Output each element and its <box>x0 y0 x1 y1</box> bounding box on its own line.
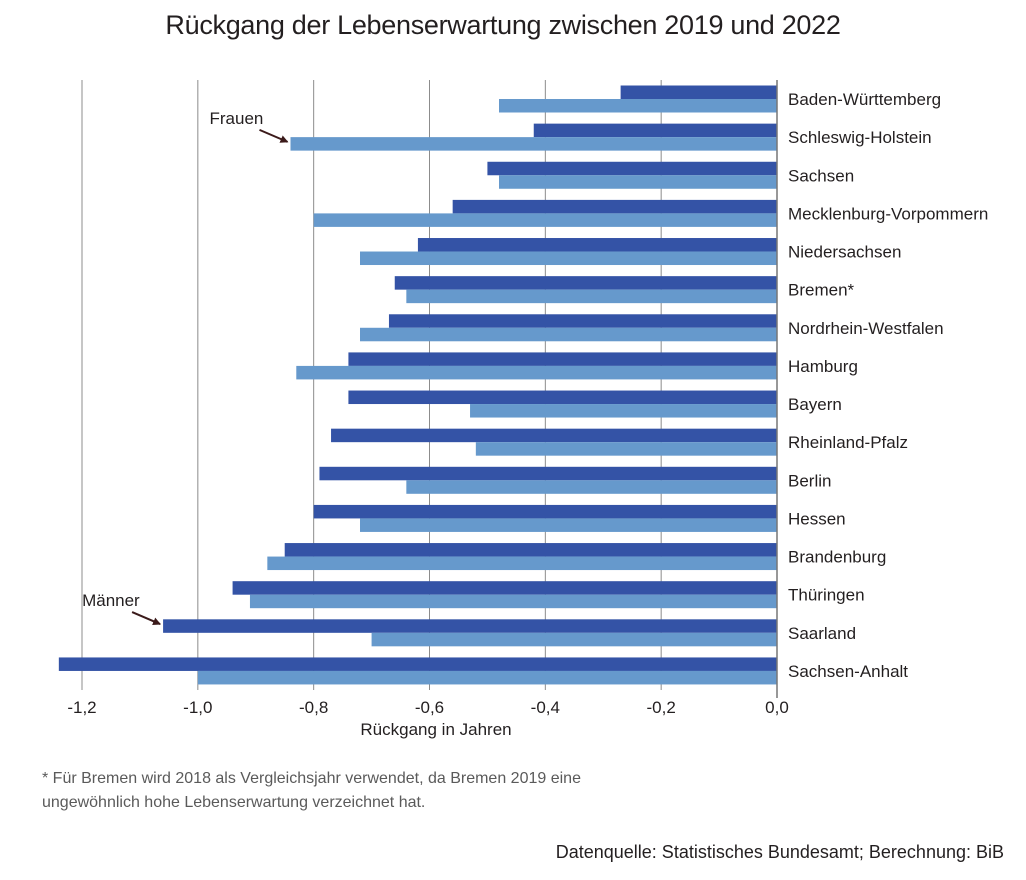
annotation-arrow-icon <box>259 128 289 143</box>
bar-frauen <box>360 518 777 532</box>
chart-title: Rückgang der Lebenserwartung zwischen 20… <box>165 10 841 40</box>
bar-maenner <box>319 466 777 481</box>
x-tick-label: -0,6 <box>415 698 444 717</box>
bar-maenner <box>313 504 777 519</box>
bar-frauen <box>499 175 777 189</box>
bar-frauen <box>290 137 777 151</box>
bar-maenner <box>388 314 777 328</box>
x-tick-label: -0,2 <box>647 698 676 717</box>
bar-maenner <box>348 390 777 405</box>
category-label: Schleswig-Holstein <box>788 128 932 147</box>
category-label: Nordrhein-Westfalen <box>788 319 944 338</box>
category-label: Thüringen <box>788 586 865 605</box>
annotation-label: Männer <box>82 591 140 610</box>
category-label: Bayern <box>788 395 842 414</box>
category-label: Rheinland-Pfalz <box>788 433 908 452</box>
category-label: Hamburg <box>788 357 858 376</box>
bar-maenner <box>348 352 777 366</box>
category-label: Berlin <box>788 471 831 490</box>
bar-maenner <box>331 428 777 443</box>
bar-frauen <box>360 327 777 342</box>
x-tick-label: -1,2 <box>67 698 96 717</box>
bar-maenner <box>394 276 777 290</box>
annotation-label: Frauen <box>210 109 264 128</box>
bar-frauen <box>475 442 777 456</box>
bar-maenner <box>452 199 777 214</box>
bars <box>58 85 778 685</box>
annotations: Frauen Männer <box>82 109 289 625</box>
category-label: Baden-Württemberg <box>788 90 941 109</box>
category-label: Saarland <box>788 624 856 643</box>
bar-maenner <box>487 161 777 176</box>
bar-frauen <box>406 289 777 304</box>
category-label: Sachsen <box>788 166 854 185</box>
bar-frauen <box>406 480 777 494</box>
x-axis-label: Rückgang in Jahren <box>360 720 511 739</box>
footnote-line: ungewöhnlich hohe Lebenserwartung verzei… <box>42 794 426 811</box>
category-label: Brandenburg <box>788 548 886 567</box>
bar-frauen <box>267 556 777 571</box>
category-label: Mecklenburg-Vorpommern <box>788 204 988 223</box>
bar-maenner <box>232 581 778 595</box>
x-tick-label: -0,8 <box>299 698 328 717</box>
bar-maenner <box>533 123 777 138</box>
annotation-arrow-icon <box>131 611 162 625</box>
bar-frauen <box>313 213 777 227</box>
bar-frauen <box>197 670 778 685</box>
bar-maenner <box>620 85 777 99</box>
bar-frauen <box>499 99 777 113</box>
category-label: Niedersachsen <box>788 243 901 262</box>
bar-frauen <box>371 632 777 647</box>
data-source: Datenquelle: Statistisches Bundesamt; Be… <box>555 842 1004 862</box>
bar-frauen <box>360 251 777 266</box>
x-tick-label: -0,4 <box>531 698 560 717</box>
x-tick-label: -1,0 <box>183 698 212 717</box>
bar-maenner <box>163 619 778 633</box>
bar-frauen <box>470 404 777 418</box>
category-label: Hessen <box>788 509 846 528</box>
footnote: * Für Bremen wird 2018 als Vergleichsjah… <box>42 767 581 815</box>
bar-maenner <box>58 657 778 671</box>
bar-maenner <box>284 543 777 557</box>
category-labels: Baden-Württemberg Schleswig-Holstein Sachs… <box>788 90 988 681</box>
bar-frauen <box>296 365 777 380</box>
bar-frauen <box>249 594 778 609</box>
x-axis: -1,2 -1,0 -0,8 -0,6 -0,4 -0,2 0,0 <box>67 80 789 717</box>
bar-maenner <box>417 238 777 252</box>
x-tick-label: 0,0 <box>765 698 789 717</box>
category-label: Bremen* <box>788 281 855 300</box>
footnote-line: * Für Bremen wird 2018 als Vergleichsjah… <box>42 770 581 787</box>
category-label: Sachsen-Anhalt <box>788 662 908 681</box>
